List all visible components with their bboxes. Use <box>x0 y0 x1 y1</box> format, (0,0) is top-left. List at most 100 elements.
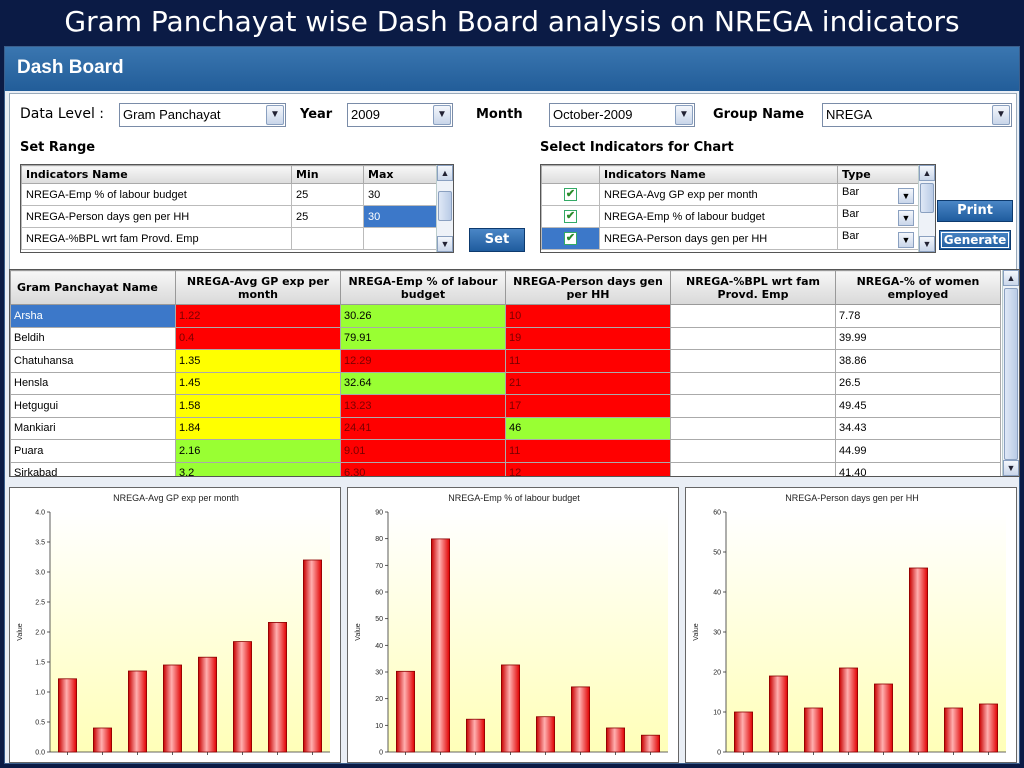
indicator-value: 39.99 <box>835 326 1001 350</box>
indicator-value: 3.2 <box>175 461 341 476</box>
gram-panchayat-name[interactable]: Sirkabad <box>10 461 176 476</box>
gram-panchayat-name[interactable]: Chatuhansa <box>10 349 176 373</box>
chart-title: NREGA-Avg GP exp per month <box>113 493 239 503</box>
table-row[interactable]: Hensla 1.45 32.64 21 26.5 <box>10 371 1001 395</box>
indicator-value <box>670 304 836 328</box>
chart-type-select[interactable]: Bar ▼ <box>837 227 919 250</box>
table-row: ✔ NREGA-Person days gen per HH Bar ▼ <box>541 227 919 250</box>
chart-type-select[interactable]: Bar ▼ <box>837 205 919 228</box>
indicator-value: 26.5 <box>835 371 1001 395</box>
scroll-up-icon[interactable]: ▲ <box>919 165 935 181</box>
checkbox[interactable]: ✔ <box>564 188 577 201</box>
set-range-grid: Indicators Name Min Max NREGA-Emp % of l… <box>20 164 454 253</box>
min-input[interactable]: 25 <box>291 183 364 206</box>
gram-panchayat-name[interactable]: Hensla <box>10 371 176 395</box>
y-tick-label: 2.5 <box>35 600 45 607</box>
scroll-thumb[interactable] <box>920 183 934 213</box>
bar <box>232 641 252 753</box>
scroll-up-icon[interactable]: ▲ <box>1003 270 1019 286</box>
min-input[interactable]: 25 <box>291 205 364 228</box>
scroll-down-icon[interactable]: ▼ <box>1003 460 1019 476</box>
year-select[interactable]: 2009 ▼ <box>347 103 453 127</box>
group-name-select[interactable]: NREGA ▼ <box>822 103 1012 127</box>
column-header[interactable]: NREGA-Avg GP exp per month <box>175 270 341 305</box>
column-header[interactable]: NREGA-% of women employed <box>835 270 1001 305</box>
max-input[interactable]: 30 <box>363 205 437 228</box>
column-header[interactable]: NREGA-%BPL wrt fam Provd. Emp <box>670 270 836 305</box>
scroll-down-icon[interactable]: ▼ <box>437 236 453 252</box>
chevron-down-icon: ▼ <box>992 105 1010 125</box>
indicator-value: 11 <box>505 439 671 463</box>
indicator-value: 12 <box>505 461 671 476</box>
year-label: Year <box>300 107 333 122</box>
grid-scrollbar[interactable]: ▲ ▼ <box>1002 270 1019 476</box>
chart-type-select[interactable]: Bar ▼ <box>837 183 919 206</box>
month-select[interactable]: October-2009 ▼ <box>549 103 695 127</box>
y-tick-label: 70 <box>375 563 383 570</box>
data-level-select[interactable]: Gram Panchayat ▼ <box>119 103 286 127</box>
gram-panchayat-name[interactable]: Puara <box>10 439 176 463</box>
bar <box>943 707 963 753</box>
gram-panchayat-name[interactable]: Mankiari <box>10 416 176 440</box>
generate-button[interactable]: Generate <box>939 230 1011 250</box>
chevron-down-icon: ▼ <box>266 105 284 125</box>
indicator-value <box>670 394 836 418</box>
chevron-down-icon: ▼ <box>675 105 693 125</box>
set-button[interactable]: Set <box>469 228 525 252</box>
set-range-scrollbar[interactable]: ▲ ▼ <box>436 165 453 252</box>
y-tick-label: 0.5 <box>35 720 45 727</box>
chart-panel-3: NREGA-Person days gen per HH Value 0 10 20 30… <box>685 487 1017 763</box>
gram-panchayat-name[interactable]: Beldih <box>10 326 176 350</box>
bar <box>769 675 789 753</box>
indicator-name: NREGA-%BPL wrt fam Provd. Emp <box>21 227 292 250</box>
column-header[interactable]: Gram Panchayat Name <box>10 270 176 305</box>
table-row[interactable]: Arsha 1.22 30.26 10 7.78 <box>10 304 1001 328</box>
min-input[interactable] <box>291 227 364 250</box>
indicator-value: 34.43 <box>835 416 1001 440</box>
checkbox[interactable]: ✔ <box>564 232 577 245</box>
gram-panchayat-name[interactable]: Hetgugui <box>10 394 176 418</box>
y-tick-label: 80 <box>375 536 383 543</box>
gram-panchayat-name[interactable]: Arsha <box>10 304 176 328</box>
column-header: Indicators Name <box>21 165 292 184</box>
indicator-name: NREGA-Emp % of labour budget <box>21 183 292 206</box>
bar <box>396 670 416 753</box>
table-row: NREGA-Person days gen per HH 25 30 <box>21 205 437 228</box>
checkbox[interactable]: ✔ <box>564 210 577 223</box>
indicator-value: 32.64 <box>340 371 506 395</box>
indicator-name: NREGA-Emp % of labour budget <box>599 205 838 228</box>
indicator-value: 11 <box>505 349 671 373</box>
bar <box>500 664 520 753</box>
indicator-value: 1.22 <box>175 304 341 328</box>
max-input[interactable]: 30 <box>363 183 437 206</box>
bar-chart: NREGA-Emp % of labour budget Value 0 10 20 30… <box>355 493 668 757</box>
y-tick-label: 40 <box>713 590 721 597</box>
chart-panel-2: NREGA-Emp % of labour budget Value 0 10 20 30… <box>347 487 679 763</box>
table-row: ✔ NREGA-Emp % of labour budget Bar ▼ <box>541 205 919 228</box>
year-value: 2009 <box>351 107 380 122</box>
scroll-thumb[interactable] <box>1004 288 1018 460</box>
group-name-value: NREGA <box>826 107 873 122</box>
indicator-value: 24.41 <box>340 416 506 440</box>
column-header[interactable]: NREGA-Person days gen per HH <box>505 270 671 305</box>
print-button[interactable]: Print <box>937 200 1013 222</box>
max-input[interactable] <box>363 227 437 250</box>
indicator-value <box>670 416 836 440</box>
select-indicators-scrollbar[interactable]: ▲ ▼ <box>918 165 935 252</box>
chart-type-value: Bar <box>842 185 860 198</box>
scroll-down-icon[interactable]: ▼ <box>919 236 935 252</box>
table-row[interactable]: Puara 2.16 9.01 11 44.99 <box>10 439 1001 463</box>
scroll-up-icon[interactable]: ▲ <box>437 165 453 181</box>
y-axis-label: Value <box>355 623 362 640</box>
table-row[interactable]: Mankiari 1.84 24.41 46 34.43 <box>10 416 1001 440</box>
indicator-value: 6.30 <box>340 461 506 476</box>
table-row[interactable]: Beldih 0.4 79.91 19 39.99 <box>10 326 1001 350</box>
column-header[interactable]: NREGA-Emp % of labour budget <box>340 270 506 305</box>
table-row[interactable]: Sirkabad 3.2 6.30 12 41.40 <box>10 461 1001 476</box>
y-tick-label: 3.5 <box>35 540 45 547</box>
scroll-thumb[interactable] <box>438 191 452 221</box>
table-row[interactable]: Chatuhansa 1.35 12.29 11 38.86 <box>10 349 1001 373</box>
table-row[interactable]: Hetgugui 1.58 13.23 17 49.45 <box>10 394 1001 418</box>
y-tick-label: 50 <box>713 550 721 557</box>
y-tick-label: 20 <box>713 670 721 677</box>
